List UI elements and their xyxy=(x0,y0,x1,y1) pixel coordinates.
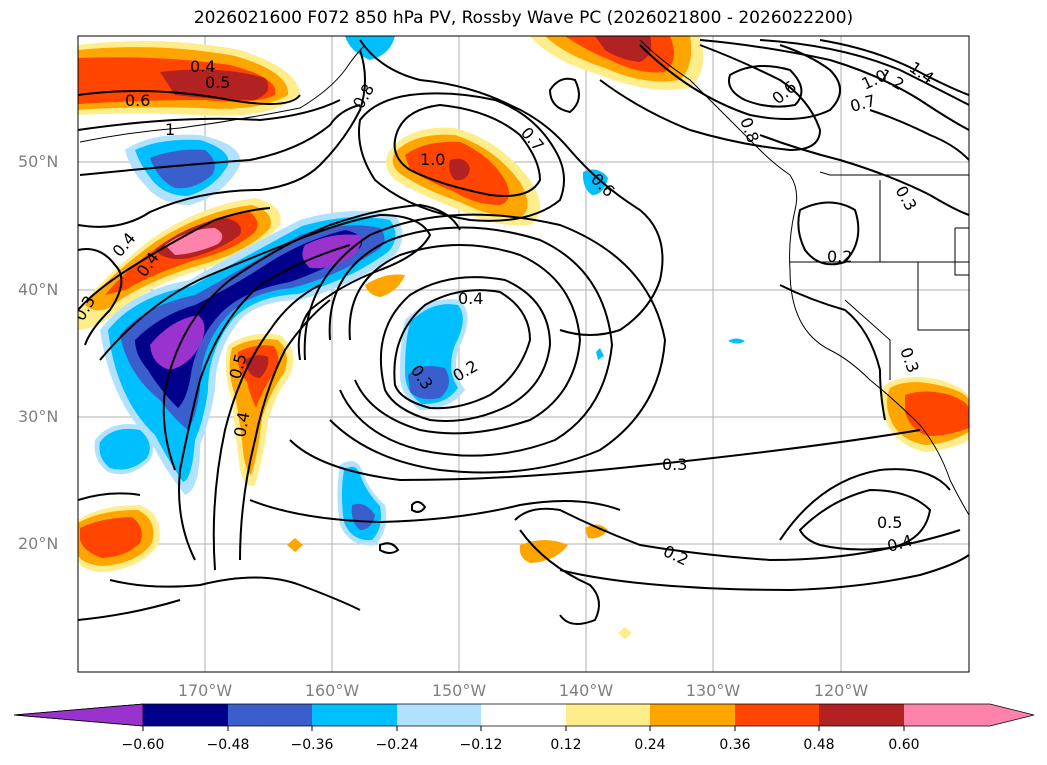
pv-shading xyxy=(78,36,969,639)
colorbar-tick-label: −0.12 xyxy=(459,737,503,753)
colorbar-tick-label: −0.48 xyxy=(206,737,250,753)
colorbar-tick-label: 0.60 xyxy=(888,737,920,753)
positive-anomaly-central xyxy=(386,127,540,226)
small-positive-spot xyxy=(287,538,303,552)
contour-label: 0.6 xyxy=(125,91,150,110)
contour-label: 0.4 xyxy=(458,289,483,308)
colorbar-segment xyxy=(13,703,144,727)
contour-label: 0.4 xyxy=(190,57,215,76)
small-positive-spot xyxy=(585,524,608,539)
latitude-label: 20°N xyxy=(18,534,59,553)
small-negative-spot xyxy=(596,348,604,360)
pv-contours xyxy=(78,39,969,625)
latitude-label: 30°N xyxy=(18,407,59,426)
positive-anomaly-small-west xyxy=(225,333,294,486)
colorbar-tick-label: 0.12 xyxy=(550,737,582,753)
longitude-label: 160°W xyxy=(304,681,360,700)
contour-label: 1.0 xyxy=(420,150,445,169)
colorbar-segment xyxy=(143,704,228,726)
negative-anomaly-small-west xyxy=(94,424,154,475)
colorbar-segment xyxy=(397,704,481,726)
longitude-label: 130°W xyxy=(685,681,741,700)
longitude-label: 170°W xyxy=(177,681,233,700)
small-negative-spot xyxy=(582,169,608,195)
map-frame xyxy=(77,35,970,673)
contour-label: 0.5 xyxy=(877,513,902,532)
colorbar-tick-label: 0.24 xyxy=(634,737,666,753)
positive-anomaly-north-central xyxy=(530,36,704,90)
colorbar-segment xyxy=(819,704,904,726)
colorbar-segment xyxy=(735,704,819,726)
small-negative-spot xyxy=(345,36,395,60)
positive-anomaly-south-west xyxy=(78,505,160,572)
small-negative-spot xyxy=(728,338,745,344)
colorbar-segment xyxy=(312,704,397,726)
positive-anomaly-southwest-band xyxy=(78,198,281,330)
colorbar-tick-label: −0.24 xyxy=(375,737,419,753)
contour-label: 0.3 xyxy=(662,455,687,474)
negative-anomaly-west xyxy=(125,134,241,205)
negative-anomaly-central xyxy=(399,299,468,410)
colorbar-tick-label: −0.60 xyxy=(121,737,165,753)
positive-anomaly-northwest xyxy=(78,41,300,116)
colorbar-segment xyxy=(481,704,566,726)
colorbar xyxy=(13,703,1035,731)
colorbar-segment xyxy=(228,704,312,726)
latitude-label: 40°N xyxy=(18,280,59,299)
colorbar-tick-label: 0.48 xyxy=(803,737,835,753)
map-content: 0.4 0.5 0.6 1 0.8 1.0 0.7 0.6 0.8 0.6 1.… xyxy=(78,36,969,672)
longitude-label: 150°W xyxy=(431,681,487,700)
map-title: 2026021600 F072 850 hPa PV, Rossby Wave … xyxy=(193,8,854,28)
contour-label: 0.5 xyxy=(205,73,230,92)
contour-label: 0.2 xyxy=(827,247,852,266)
longitude-label: 120°W xyxy=(813,681,869,700)
small-positive-spot xyxy=(365,274,405,297)
colorbar-segment xyxy=(904,704,1034,726)
colorbar-segment xyxy=(566,704,650,726)
longitude-label: 140°W xyxy=(558,681,614,700)
contour-label: 1 xyxy=(165,120,175,139)
colorbar-tick-label: 0.36 xyxy=(719,737,751,753)
latitude-label: 50°N xyxy=(18,152,59,171)
small-positive-spot xyxy=(618,627,632,639)
colorbar-tick-label: −0.36 xyxy=(290,737,334,753)
colorbar-segment xyxy=(650,704,735,726)
contour-label: 0.4 xyxy=(230,410,253,438)
colorbar-tick-marks xyxy=(142,726,905,731)
negative-anomaly-southwest-band xyxy=(100,211,403,495)
